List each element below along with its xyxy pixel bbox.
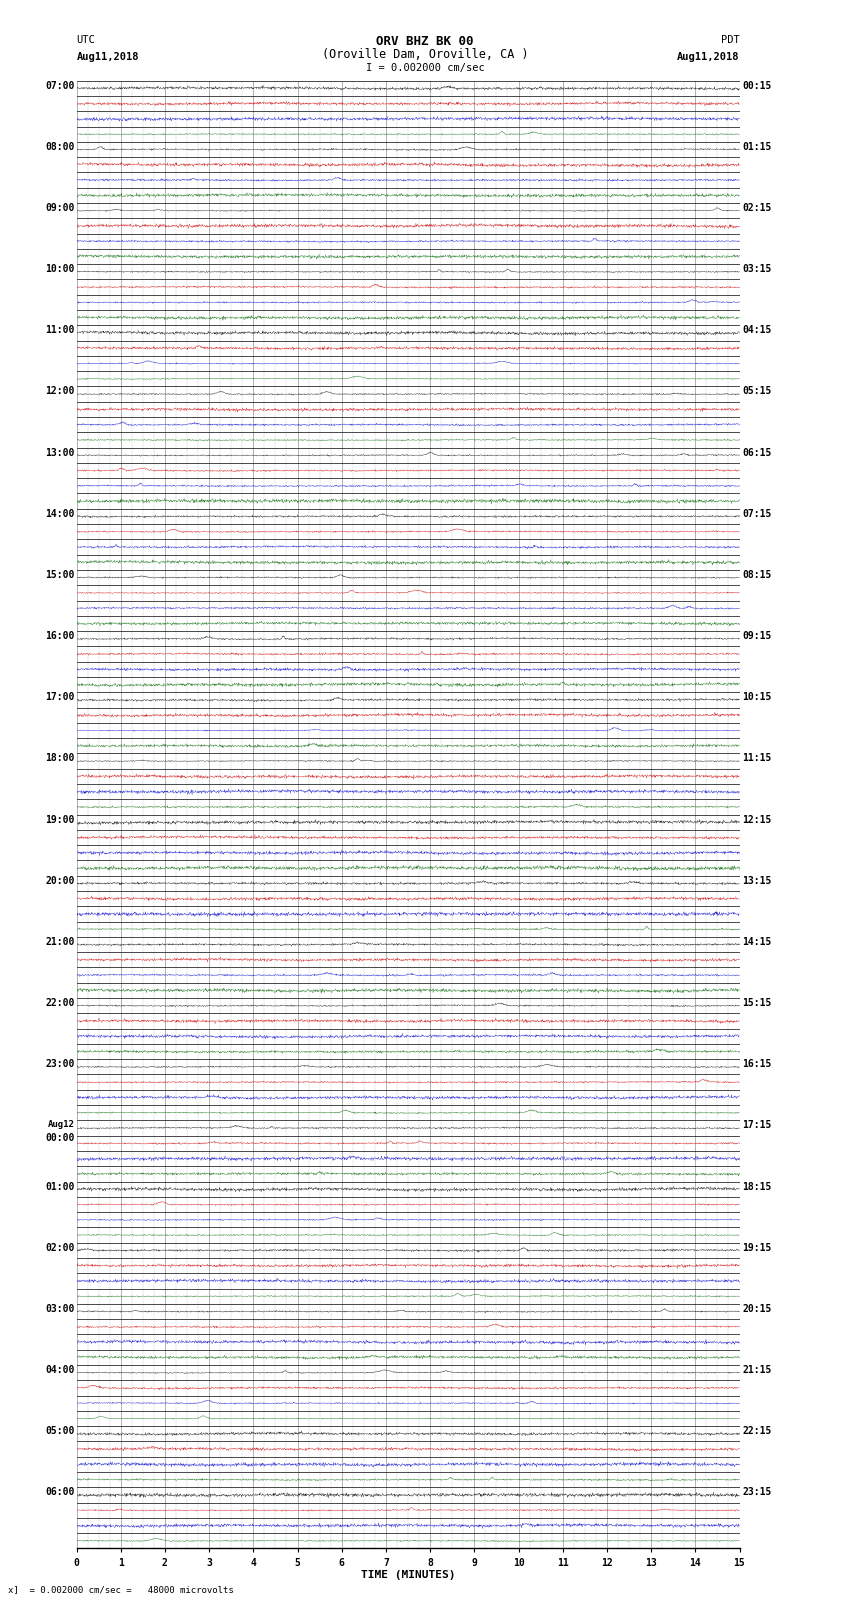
Text: 14:15: 14:15 [742, 937, 772, 947]
Text: 13:15: 13:15 [742, 876, 772, 886]
Text: x]  = 0.002000 cm/sec =   48000 microvolts: x] = 0.002000 cm/sec = 48000 microvolts [8, 1584, 235, 1594]
Text: 00:00: 00:00 [45, 1134, 75, 1144]
Text: 23:00: 23:00 [45, 1060, 75, 1069]
Text: 18:15: 18:15 [742, 1181, 772, 1192]
Text: 20:00: 20:00 [45, 876, 75, 886]
Text: 03:00: 03:00 [45, 1303, 75, 1315]
Text: 20:15: 20:15 [742, 1303, 772, 1315]
Text: Aug11,2018: Aug11,2018 [677, 52, 740, 61]
Text: 16:15: 16:15 [742, 1060, 772, 1069]
Text: (Oroville Dam, Oroville, CA ): (Oroville Dam, Oroville, CA ) [321, 48, 529, 61]
Text: 19:00: 19:00 [45, 815, 75, 824]
Text: UTC: UTC [76, 35, 95, 45]
Text: ORV BHZ BK 00: ORV BHZ BK 00 [377, 35, 473, 48]
Text: 18:00: 18:00 [45, 753, 75, 763]
Text: 04:00: 04:00 [45, 1365, 75, 1374]
Text: 06:15: 06:15 [742, 448, 772, 458]
Text: 15:15: 15:15 [742, 998, 772, 1008]
X-axis label: TIME (MINUTES): TIME (MINUTES) [360, 1571, 456, 1581]
Text: 11:15: 11:15 [742, 753, 772, 763]
Text: 07:00: 07:00 [45, 81, 75, 90]
Text: 03:15: 03:15 [742, 265, 772, 274]
Text: 21:00: 21:00 [45, 937, 75, 947]
Text: 15:00: 15:00 [45, 569, 75, 581]
Text: 23:15: 23:15 [742, 1487, 772, 1497]
Text: 07:15: 07:15 [742, 508, 772, 519]
Text: 01:00: 01:00 [45, 1181, 75, 1192]
Text: 13:00: 13:00 [45, 448, 75, 458]
Text: 05:15: 05:15 [742, 387, 772, 397]
Text: 05:00: 05:00 [45, 1426, 75, 1436]
Text: 17:15: 17:15 [742, 1121, 772, 1131]
Text: 14:00: 14:00 [45, 508, 75, 519]
Text: 21:15: 21:15 [742, 1365, 772, 1374]
Text: 16:00: 16:00 [45, 631, 75, 640]
Text: I = 0.002000 cm/sec: I = 0.002000 cm/sec [366, 63, 484, 73]
Text: 09:00: 09:00 [45, 203, 75, 213]
Text: 08:00: 08:00 [45, 142, 75, 152]
Text: 12:15: 12:15 [742, 815, 772, 824]
Text: Aug12: Aug12 [48, 1121, 75, 1129]
Text: 00:15: 00:15 [742, 81, 772, 90]
Text: 11:00: 11:00 [45, 326, 75, 336]
Text: 12:00: 12:00 [45, 387, 75, 397]
Text: 10:00: 10:00 [45, 265, 75, 274]
Text: 04:15: 04:15 [742, 326, 772, 336]
Text: 09:15: 09:15 [742, 631, 772, 640]
Text: 02:00: 02:00 [45, 1242, 75, 1253]
Text: 17:00: 17:00 [45, 692, 75, 702]
Text: Aug11,2018: Aug11,2018 [76, 52, 139, 61]
Text: 22:15: 22:15 [742, 1426, 772, 1436]
Text: 01:15: 01:15 [742, 142, 772, 152]
Text: 22:00: 22:00 [45, 998, 75, 1008]
Text: 06:00: 06:00 [45, 1487, 75, 1497]
Text: 08:15: 08:15 [742, 569, 772, 581]
Text: 02:15: 02:15 [742, 203, 772, 213]
Text: 19:15: 19:15 [742, 1242, 772, 1253]
Text: 10:15: 10:15 [742, 692, 772, 702]
Text: PDT: PDT [721, 35, 740, 45]
